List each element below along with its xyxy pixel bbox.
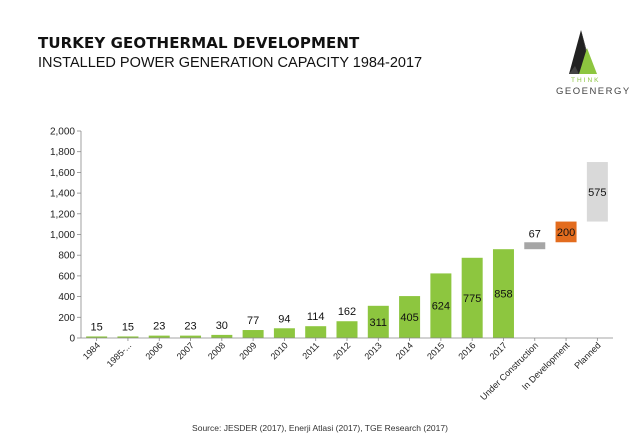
y-axis: 0 200 400 600 800 1,000 1,200 1,400 1,600 1,800 2,… (50, 127, 82, 345)
x-tick-label: 2011 (300, 340, 321, 361)
chart-subtitle: INSTALLED POWER GENERATION CAPACITY 1984… (38, 55, 423, 71)
bar (148, 335, 170, 338)
x-tick-label: 2016 (456, 340, 477, 361)
bar-value-label: 775 (463, 293, 481, 305)
bar (367, 305, 389, 338)
y-tick-label: 600 (58, 271, 75, 282)
x-tick-label: Under Construction (478, 340, 540, 402)
bar-value-label: 15 (91, 321, 103, 333)
x-tick-label: 1984 (81, 340, 102, 361)
bar (273, 328, 295, 338)
y-tick-label: 200 (58, 313, 75, 324)
logo-think-text: THINK (571, 77, 601, 84)
bar-value-label: 858 (494, 289, 512, 301)
x-tick-label: 2006 (143, 340, 164, 361)
bar (305, 326, 327, 338)
x-tick-label: 2012 (331, 340, 352, 361)
y-tick-label: 2,000 (50, 127, 75, 138)
y-tick-label: 1,200 (50, 209, 75, 220)
y-tick-label: 1,800 (50, 147, 75, 158)
bar-value-label: 67 (529, 228, 541, 240)
x-tick-label: 1985-... (105, 340, 134, 369)
bar (555, 221, 577, 243)
bar (242, 330, 264, 338)
capacity-bar-chart: 0 200 400 600 800 1,000 1,200 1,400 1,600 1,800 2,… (50, 127, 613, 402)
bar-value-label: 23 (153, 321, 165, 333)
x-tick-label: 2008 (206, 340, 227, 361)
y-tick-label: 400 (58, 292, 75, 303)
x-tick-label: 2007 (175, 340, 196, 361)
bar (117, 336, 139, 338)
bar-value-label: 77 (247, 315, 259, 327)
x-tick-label: 2009 (237, 340, 258, 361)
bar-value-label: 575 (588, 187, 606, 199)
bar (586, 162, 608, 222)
bar-value-label: 200 (557, 227, 575, 239)
y-tick-label: 1,400 (50, 189, 75, 200)
bar-value-label: 15 (122, 321, 134, 333)
bar (86, 336, 108, 338)
x-tick-label: 2014 (394, 340, 415, 361)
bar (492, 249, 514, 338)
bar (430, 273, 452, 338)
bar (211, 334, 233, 338)
bar (336, 321, 358, 338)
bar-value-label: 94 (278, 313, 290, 325)
bars-group: 15 15 23 23 30 77 94 114 162 311 405 624 775 858 67 200… (86, 162, 608, 338)
y-tick-label: 1,000 (50, 230, 75, 241)
bar-value-label: 405 (400, 312, 418, 324)
chart-title: TURKEY GEOTHERMAL DEVELOPMENT (38, 34, 360, 52)
bar-value-label: 624 (432, 301, 450, 313)
y-tick-label: 0 (69, 334, 75, 345)
bar-value-label: 162 (338, 306, 356, 318)
bar-value-label: 23 (184, 321, 196, 333)
bar (524, 242, 546, 250)
x-axis: 1984 1985-... 2006 2007 2008 2009 2010 2011 2012… (81, 337, 613, 402)
bar-value-label: 311 (370, 317, 388, 329)
triangle-logo-icon (569, 30, 597, 74)
source-note: Source: JESDER (2017), Enerji Atlasi (20… (192, 423, 448, 433)
bar (180, 335, 202, 338)
bar-value-label: 30 (216, 320, 228, 332)
y-tick-label: 1,600 (50, 168, 75, 179)
x-tick-label: 2017 (488, 340, 509, 361)
x-tick-label: 2015 (425, 340, 446, 361)
bar (461, 257, 483, 338)
bar (399, 296, 421, 338)
x-tick-label: Planned (572, 340, 602, 370)
y-tick-label: 800 (58, 251, 75, 262)
logo-geoenergy-text: GEOENERGY (556, 86, 631, 97)
x-tick-label: 2010 (269, 340, 290, 361)
x-tick-label: 2013 (362, 340, 383, 361)
bar-value-label: 114 (307, 311, 325, 323)
